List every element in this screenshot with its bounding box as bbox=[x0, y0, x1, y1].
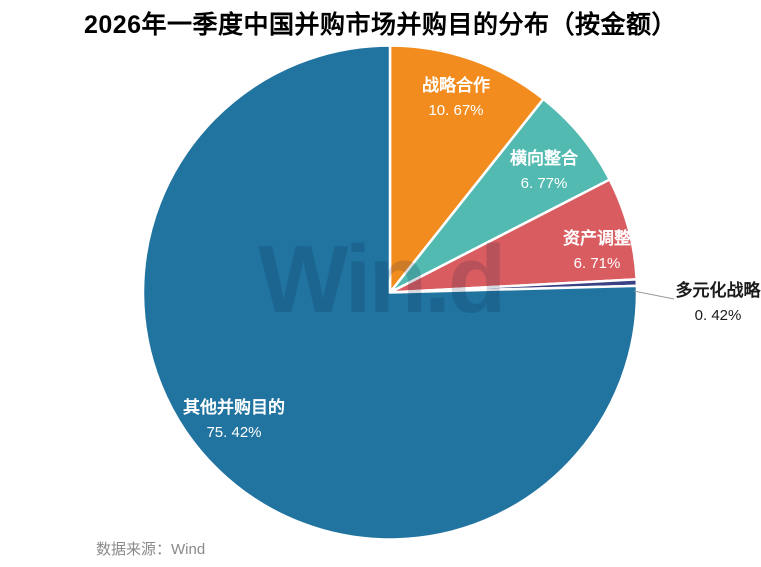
pie-slice-5 bbox=[141, 44, 639, 541]
slice-label-diversification-strategy: 多元化战略 0. 42% bbox=[676, 281, 761, 324]
slice-percent: 10. 67% bbox=[428, 102, 484, 119]
slice-name: 横向整合 bbox=[510, 149, 578, 168]
slice-label-strategic-cooperation: 战略合作 10. 67% bbox=[422, 76, 490, 119]
slice-name: 多元化战略 bbox=[675, 281, 761, 300]
slice-label-horizontal-integration: 横向整合 6. 77% bbox=[510, 149, 578, 192]
slice-label-asset-adjustment: 资产调整 6. 71% bbox=[563, 229, 631, 272]
slice-percent: 6. 71% bbox=[573, 255, 621, 272]
chart-title: 2026年一季度中国并购市场并购目的分布（按金额） bbox=[83, 11, 678, 39]
slice-percent: 6. 77% bbox=[520, 175, 568, 192]
slice-percent: 75. 42% bbox=[206, 424, 262, 441]
data-source: 数据来源：Wind bbox=[96, 541, 206, 558]
slice-label-other-purposes: 其他并购目的 75. 42% bbox=[183, 398, 285, 441]
slice-name: 战略合作 bbox=[422, 76, 490, 95]
slice-percent: 0. 42% bbox=[694, 307, 742, 324]
pie-slice-1 bbox=[388, 44, 545, 294]
leader-line-diversification bbox=[633, 290, 675, 300]
slice-name: 资产调整 bbox=[563, 229, 631, 248]
pie-slice-2 bbox=[388, 97, 611, 294]
pie-slices bbox=[141, 44, 639, 541]
slice-name: 其他并购目的 bbox=[183, 398, 285, 417]
